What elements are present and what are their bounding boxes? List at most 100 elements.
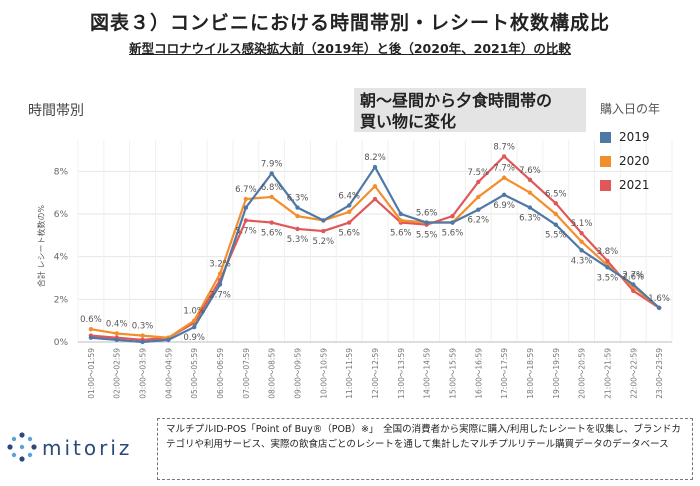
x-tick-label: 17:00～17:59 — [500, 348, 509, 399]
legend-item-2020: 2020 — [600, 149, 700, 173]
data-point-2019 — [217, 282, 223, 287]
data-point-2019 — [579, 248, 584, 253]
series-line-2019 — [90, 165, 660, 344]
data-label: 3.2% — [209, 260, 231, 270]
data-label: 6.3% — [287, 194, 309, 204]
data-label: 5.5% — [416, 231, 438, 241]
data-label: 2.7% — [209, 290, 231, 300]
data-label: 6.2% — [467, 216, 489, 226]
data-label: 7.6% — [519, 166, 541, 176]
x-tick-label: 12:00～12:59 — [371, 348, 380, 399]
y-axis-label: 合計 レシート枚数の% — [36, 205, 46, 288]
legend-item-2021: 2021 — [600, 173, 700, 197]
data-point-2019 — [476, 207, 481, 212]
data-point-2020 — [346, 209, 352, 215]
data-label: 5.2% — [313, 237, 335, 247]
data-label: 5.3% — [287, 235, 309, 245]
legend-swatch — [600, 155, 611, 167]
data-point-2020 — [527, 190, 533, 195]
data-point-2020 — [269, 194, 274, 200]
data-label: 6.8% — [261, 183, 283, 193]
x-tick-label: 01:00～01:59 — [87, 348, 96, 399]
y-tick-label: 0% — [54, 338, 69, 348]
data-label: 4.3% — [571, 256, 593, 266]
data-label: 5.1% — [571, 219, 593, 229]
chart-axis-title: 時間帯別 — [28, 103, 84, 119]
data-point-2019 — [346, 203, 352, 208]
data-point-2021 — [553, 201, 558, 206]
series-line-2021 — [90, 155, 660, 341]
data-point-2021 — [605, 258, 610, 264]
data-point-2021 — [372, 196, 378, 202]
data-label: 0.4% — [106, 319, 128, 329]
data-label: 0.6% — [80, 315, 102, 325]
data-label: 8.7% — [493, 142, 515, 152]
data-point-2020 — [553, 211, 558, 217]
data-point-2019 — [321, 218, 326, 223]
source-note: マルチプルID-POS「Point of Buy®（POB）※」 全国の消費者か… — [157, 418, 693, 480]
data-point-2020 — [140, 333, 145, 338]
data-point-2019 — [269, 171, 274, 176]
data-point-2019 — [424, 220, 429, 225]
y-tick-label: 6% — [54, 210, 69, 220]
legend-item-2019: 2019 — [600, 125, 700, 149]
x-tick-label: 06:00～06:59 — [216, 348, 225, 399]
data-label: 5.7% — [235, 226, 257, 236]
data-point-2020 — [114, 331, 119, 336]
x-tick-label: 09:00～09:59 — [294, 348, 303, 399]
data-point-2020 — [295, 213, 300, 219]
legend-title: 購入日の年 — [600, 102, 661, 116]
data-label: 8.2% — [364, 153, 386, 163]
data-point-2019 — [656, 305, 662, 311]
x-tick-label: 13:00～13:59 — [397, 348, 406, 399]
data-point-2021 — [476, 179, 481, 185]
data-label: 7.5% — [467, 168, 489, 178]
x-tick-label: 22:00～22:59 — [629, 348, 638, 399]
series-lines — [88, 154, 662, 345]
data-point-2021 — [450, 213, 455, 219]
data-label: 5.6% — [261, 229, 283, 239]
legend-label: 2020 — [619, 154, 650, 168]
gridlines — [77, 140, 673, 343]
logo-text: mitoriz — [42, 436, 133, 460]
x-tick-label: 11:00～11:59 — [345, 348, 354, 399]
data-label: 6.9% — [493, 201, 515, 211]
x-tick-label: 18:00～18:59 — [526, 348, 535, 399]
data-point-2019 — [450, 220, 455, 225]
x-tick-label: 04:00～04:59 — [164, 348, 173, 399]
data-label: 3.5% — [597, 273, 619, 283]
data-label: 2.7% — [622, 270, 644, 280]
data-point-2021 — [346, 220, 352, 225]
data-point-2019 — [398, 211, 404, 217]
x-tick-label: 03:00～03:59 — [139, 348, 148, 399]
data-label: 0.9% — [183, 333, 205, 343]
data-point-2020 — [501, 175, 507, 180]
data-point-2020 — [476, 194, 481, 200]
data-label: 3.8% — [597, 247, 619, 257]
data-point-2019 — [295, 205, 300, 210]
x-tick-label: 21:00～21:59 — [603, 348, 612, 399]
x-tick-label: 10:00～10:59 — [319, 348, 328, 399]
data-label: 7.7% — [493, 164, 515, 174]
data-point-2021 — [527, 177, 533, 183]
data-label: 5.6% — [442, 229, 464, 239]
x-tick-label: 15:00～15:59 — [448, 348, 457, 399]
data-label: 5.5% — [545, 231, 567, 241]
data-point-2020 — [192, 318, 197, 323]
data-point-2019 — [192, 324, 197, 330]
data-point-2020 — [579, 239, 584, 244]
data-point-2019 — [527, 205, 533, 210]
data-point-2019 — [372, 164, 378, 170]
x-tick-label: 20:00～20:59 — [578, 348, 587, 399]
x-tick-label: 23:00～23:59 — [655, 348, 664, 399]
data-label: 6.7% — [235, 185, 257, 195]
data-point-2021 — [631, 288, 636, 293]
data-point-2019 — [605, 265, 610, 270]
data-label: 6.4% — [338, 191, 360, 201]
data-label: 5.6% — [390, 229, 412, 239]
mitoriz-logo: mitoriz — [6, 430, 146, 470]
y-tick-label: 8% — [54, 167, 69, 177]
data-label: 2.6% — [622, 273, 644, 283]
data-point-2019 — [553, 222, 558, 227]
